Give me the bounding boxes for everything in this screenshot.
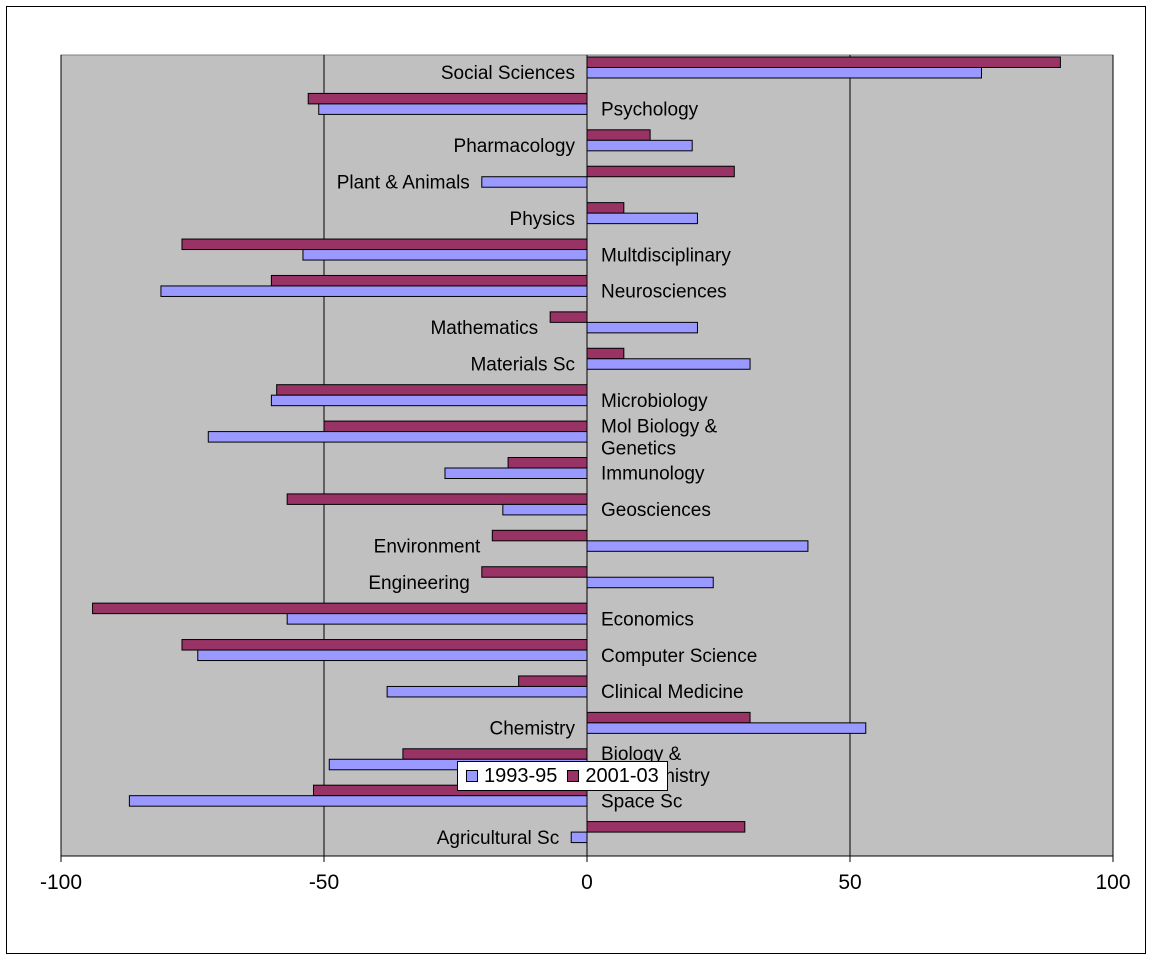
category-label: Computer Science [601,646,757,667]
bar [586,67,982,79]
bar [502,503,588,516]
category-label: Agricultural Sc [437,828,560,849]
category-label: Space Sc [601,791,682,812]
bar-chart: Social Sciences Psychology Pharmacology Pla… [40,54,1131,894]
bar [197,649,588,662]
bar [586,129,651,141]
bar [586,722,867,734]
bar [481,176,588,188]
category-label: Environment [374,537,481,558]
bar [386,685,588,698]
category-label: Immunology [601,464,705,485]
bar [270,394,588,407]
bar [570,831,588,844]
bar [207,431,588,443]
bar [586,576,714,589]
x-tick-label: -50 [309,871,339,894]
bar [181,238,588,251]
category-label: Genetics [601,438,676,459]
bar [507,457,588,469]
x-tick-label: 50 [838,871,861,894]
legend-item-series-1: 1993-95 [466,765,557,788]
bar [181,639,588,651]
category-labels: Social Sciences Psychology Pharmacology Pla… [337,63,758,849]
bar [586,321,698,334]
bar [318,103,588,115]
category-label: Microbiology [601,391,708,412]
bar [586,212,698,225]
category-label: Pharmacology [454,136,576,157]
category-label: Clinical Medicine [601,682,744,703]
legend-label-series-1: 1993-95 [484,764,558,787]
bar [160,285,588,297]
legend-label-series-2: 2001-03 [585,764,659,787]
category-label: Materials Sc [470,354,575,375]
bar [586,202,625,214]
bar [92,602,588,615]
category-label: Economics [601,609,694,630]
x-tick-label: -100 [40,871,82,894]
chart-frame: Social Sciences Psychology Pharmacology Pla… [6,6,1146,954]
category-label: Psychology [601,100,699,121]
bar [128,795,588,807]
bar [586,711,751,724]
bar [586,347,625,360]
category-label: Chemistry [489,719,575,740]
category-label: Biology & [601,744,682,765]
category-label: Social Sciences [441,63,575,84]
legend-swatch-series-1 [466,770,478,782]
bar [323,420,588,433]
legend-item-series-2: 2001-03 [567,764,659,788]
category-label: Mol Biology & [601,416,717,437]
gridlines [60,55,1114,856]
bar [444,467,588,479]
bar [402,748,588,760]
category-label: Multdisciplinary [601,245,731,266]
bar [549,311,588,323]
legend: 1993-95 2001-03 [457,761,668,791]
x-tick-label: 0 [581,871,593,894]
bar [302,249,588,261]
category-label: Physics [510,209,575,230]
bar [307,92,588,105]
legend-swatch-series-2 [567,770,580,782]
bar [276,384,588,396]
bar [586,139,693,152]
bar [270,274,588,287]
category-label: Neurosciences [601,282,727,303]
bar [286,493,588,505]
bar [518,675,588,687]
bar [586,56,1061,68]
category-label: Geosciences [601,500,711,521]
bar [586,821,746,833]
x-tick-label: 100 [1095,871,1130,894]
bar [586,540,809,552]
bar [286,613,588,625]
category-label: Engineering [368,573,469,594]
bar [586,358,751,370]
category-label: Plant & Animals [337,172,470,193]
bar [481,566,588,578]
bar [586,165,735,178]
category-label: Mathematics [430,318,538,339]
bar [491,529,588,542]
x-axis: -100 -50 0 50 100 [40,55,1131,894]
